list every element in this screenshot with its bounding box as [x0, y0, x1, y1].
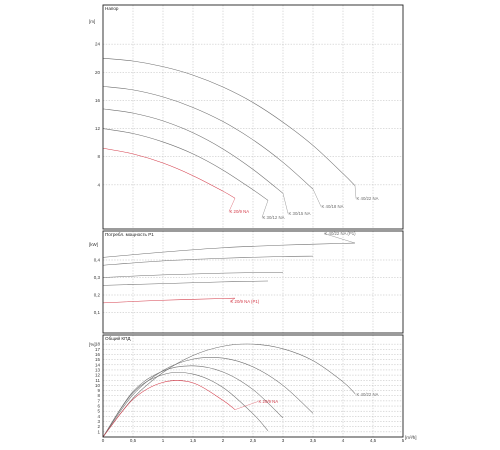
efficiency-y-tick-label: 17	[95, 347, 101, 352]
power-curve-label: K 40/22 NA (P1)	[325, 231, 357, 236]
efficiency-y-tick-label: 11	[95, 378, 100, 383]
efficiency-y-tick-label: 7	[97, 398, 100, 403]
efficiency-y-tick-label: 2	[97, 424, 100, 429]
head-curve-label: K 30/15 NA	[289, 211, 311, 216]
head-y-tick-label: 16	[95, 98, 101, 103]
power-curve	[102, 255, 314, 266]
head-curve	[102, 147, 236, 199]
power-curve	[102, 242, 356, 258]
head-curve	[102, 57, 356, 186]
efficiency-y-tick-label: 10	[95, 383, 101, 388]
head-curve-label: K 20/9 NA	[230, 209, 250, 214]
head-y-tick-label: 24	[95, 42, 101, 47]
x-tick-label: 3	[282, 438, 285, 443]
power-curve	[102, 297, 236, 304]
x-tick-label: 2	[222, 438, 225, 443]
head-y-tick-label: 12	[95, 126, 101, 131]
head-curve-leader	[354, 185, 357, 199]
power-y-tick-label: 0,1	[94, 310, 101, 315]
efficiency-y-tick-label: 5	[97, 409, 100, 414]
efficiency-y-tick-label: 6	[97, 404, 100, 409]
x-tick-label: 1	[162, 438, 165, 443]
efficiency-y-tick-label: 9	[97, 388, 100, 393]
power-y-units: [kW]	[89, 242, 98, 247]
efficiency-curve	[102, 372, 269, 438]
efficiency-y-tick-label: 1	[97, 429, 100, 434]
head-curve	[102, 128, 269, 201]
efficiency-y-tick-label: 16	[95, 352, 101, 357]
head-y-tick-label: 8	[97, 154, 100, 159]
x-tick-label: 1,5	[190, 438, 197, 443]
head-curve	[102, 86, 314, 190]
head-curve	[102, 108, 284, 194]
head-y-units: [m]	[89, 19, 95, 24]
efficiency-y-tick-label: 18	[95, 342, 101, 347]
frame-layer	[102, 4, 404, 438]
efficiency-curve-label: K 20/9 NA	[259, 399, 279, 404]
x-tick-label: 2,5	[250, 438, 257, 443]
efficiency-curve	[102, 365, 284, 438]
efficiency-curve	[102, 357, 314, 438]
power-curve-label: K 20/9 NA (P1)	[231, 299, 260, 304]
efficiency-curve	[102, 343, 356, 438]
efficiency-panel-title: Общий КПД	[105, 335, 131, 341]
x-units: [m³/h]	[405, 435, 417, 440]
power-curve	[102, 271, 284, 278]
x-tick-label: 0,5	[130, 438, 137, 443]
head-panel-frame	[102, 4, 404, 230]
x-tick-label: 4	[342, 438, 345, 443]
head-curve-leader	[261, 200, 269, 218]
power-panel-frame	[102, 230, 404, 334]
head-y-tick-label: 4	[97, 182, 100, 187]
x-tick-label: 4,5	[370, 438, 377, 443]
efficiency-curve	[102, 380, 236, 438]
efficiency-y-tick-label: 8	[97, 393, 100, 398]
power-curve-leader	[323, 233, 356, 244]
curves-layer	[102, 57, 357, 438]
efficiency-curve-label: K 40/22 NA	[357, 392, 379, 397]
head-curve-label: K 40/18 NA	[322, 204, 344, 209]
x-tick-label: 3,5	[310, 438, 317, 443]
efficiency-y-tick-label: 15	[95, 357, 101, 362]
efficiency-y-tick-label: 12	[95, 373, 101, 378]
efficiency-curve-leader	[234, 401, 259, 410]
efficiency-y-tick-label: 13	[95, 367, 101, 372]
head-curve-leader	[282, 193, 289, 214]
head-curve-leader	[312, 189, 322, 207]
head-panel-title: Напор	[105, 6, 119, 11]
efficiency-y-tick-label: 4	[97, 414, 100, 419]
efficiency-curve-leader	[354, 393, 357, 395]
power-panel-title: Потребл. мощность P1	[105, 232, 154, 237]
power-curve	[102, 280, 269, 286]
efficiency-panel-frame	[102, 334, 404, 438]
x-tick-label: 0	[102, 438, 105, 443]
efficiency-y-tick-label: 3	[97, 419, 100, 424]
power-y-tick-label: 0,2	[94, 293, 101, 298]
x-tick-label: 5	[402, 438, 405, 443]
efficiency-y-tick-label: 14	[95, 362, 101, 367]
head-y-tick-label: 20	[95, 70, 101, 75]
power-y-tick-label: 0,3	[94, 275, 101, 280]
efficiency-y-units: [%]	[89, 342, 96, 347]
head-curve-label: K 30/12 NA	[263, 215, 285, 220]
power-y-tick-label: 0,4	[94, 258, 101, 263]
head-curve-leader	[228, 198, 236, 212]
power-curve-leader	[229, 298, 236, 302]
head-curve-label: K 40/22 NA	[357, 196, 379, 201]
